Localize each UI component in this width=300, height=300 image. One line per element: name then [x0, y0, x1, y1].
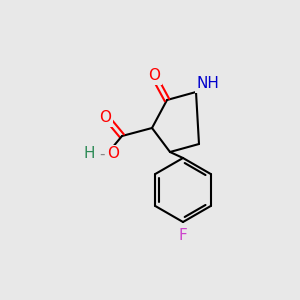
- Text: O: O: [107, 146, 119, 161]
- Text: H: H: [83, 146, 95, 161]
- Text: -: -: [99, 146, 105, 161]
- Text: O: O: [99, 110, 111, 125]
- Text: F: F: [178, 227, 188, 242]
- Text: O: O: [148, 68, 160, 83]
- Text: NH: NH: [196, 76, 219, 92]
